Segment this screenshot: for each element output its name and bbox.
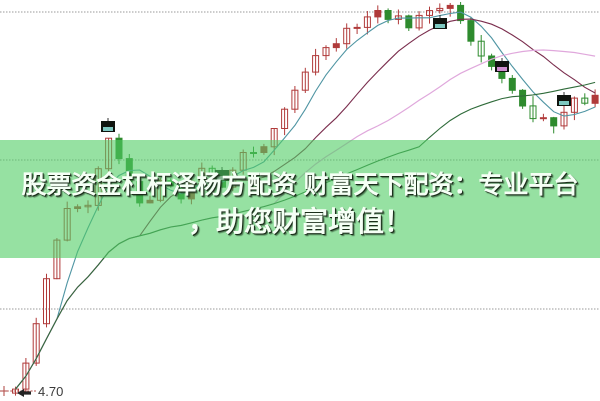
svg-text:4.70: 4.70 [38,384,63,399]
